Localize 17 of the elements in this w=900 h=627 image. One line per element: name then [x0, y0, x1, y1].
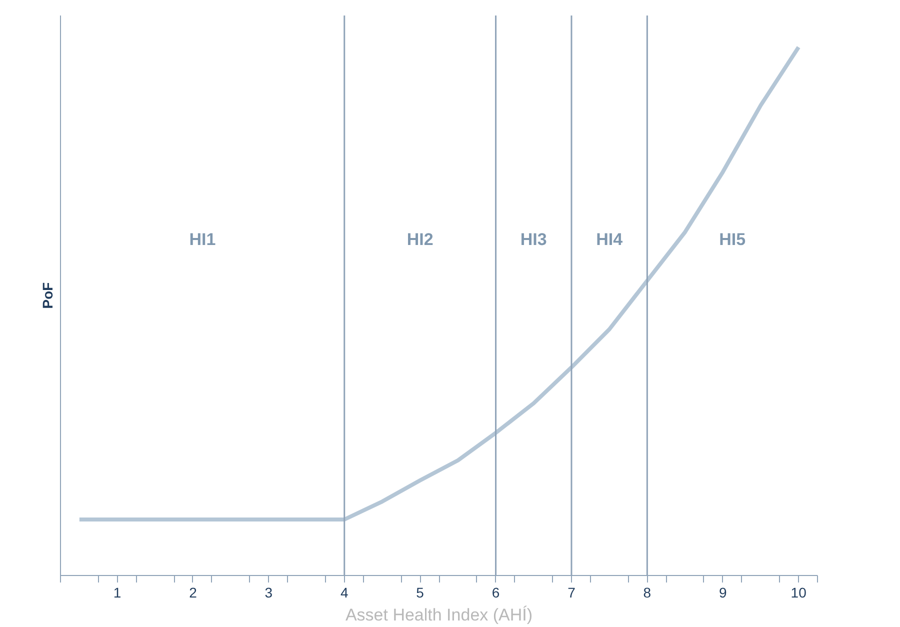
- x-tick-label: 6: [492, 584, 500, 600]
- annotation: HI5: [719, 230, 746, 249]
- x-axis-title: Asset Health Index (AHÍ): [345, 606, 533, 624]
- y-axis-title: PoF: [40, 282, 56, 309]
- x-tick-label: 8: [643, 584, 652, 600]
- annotation: HI3: [520, 230, 547, 249]
- annotation: HI2: [406, 230, 434, 249]
- x-tick-label: 3: [264, 584, 273, 600]
- x-tick-label: 7: [568, 584, 576, 600]
- x-tick-label: 4: [340, 584, 348, 600]
- x-tick-label: 5: [416, 584, 424, 600]
- annotation: HI1: [189, 230, 216, 249]
- x-tick-label: 9: [718, 584, 727, 600]
- x-tick-label: 2: [189, 584, 198, 600]
- annotation: HI4: [596, 230, 624, 249]
- x-tick-label: 10: [790, 584, 807, 600]
- x-tick-label: 1: [113, 584, 122, 600]
